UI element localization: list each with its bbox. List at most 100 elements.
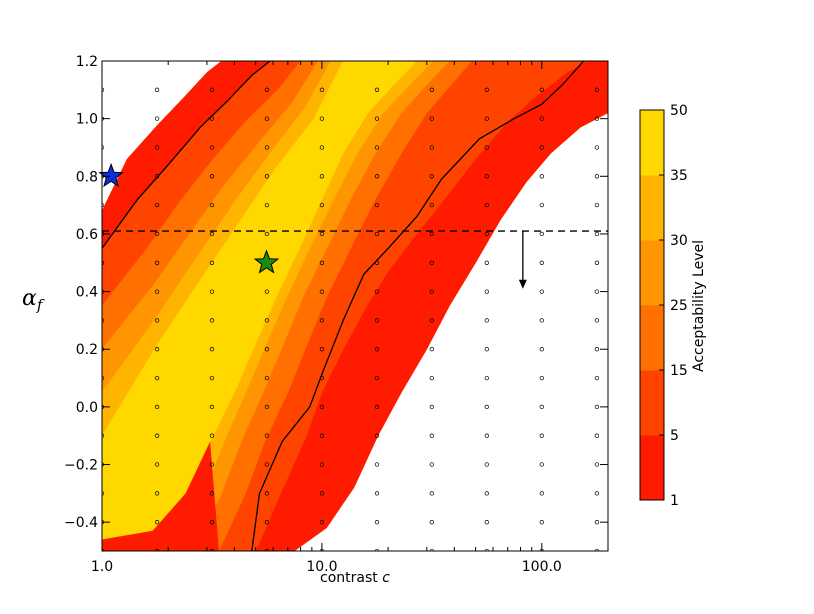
grid-dot (484, 202, 489, 208)
grid-dot (154, 520, 160, 525)
grid-dot (594, 318, 600, 323)
grid-dot (484, 347, 489, 352)
grid-dot (319, 404, 325, 410)
grid-dot (264, 404, 270, 410)
grid-dot (594, 347, 600, 352)
grid-dot (484, 289, 489, 294)
grid-dot (429, 520, 434, 525)
grid-dot (429, 87, 434, 92)
star-marker-2 (253, 249, 280, 274)
colorbar-segment (640, 305, 664, 371)
grid-dot (264, 520, 270, 525)
grid-dot (209, 289, 215, 294)
grid-dot (539, 433, 544, 438)
grid-dot (484, 433, 489, 438)
arrow-head (518, 279, 527, 289)
colorbar-label: Acceptability Level (691, 240, 707, 372)
grid-dot (154, 289, 160, 294)
grid-dot (209, 433, 215, 438)
contour-lines (102, 61, 585, 551)
grid-dot (154, 375, 160, 381)
grid-dot (429, 375, 434, 381)
grid-dot (429, 289, 434, 294)
colorbar-tick-label: 50 (670, 103, 688, 119)
grid-dot (429, 231, 434, 237)
grid-dot (429, 202, 434, 208)
plot-frame (101, 60, 609, 552)
grid-dot (374, 548, 380, 551)
grid-dot (102, 260, 105, 265)
grid-dot (319, 347, 325, 352)
grid-dot (429, 145, 434, 150)
x-tick-label: 10.0 (306, 559, 337, 575)
grid-dot (319, 116, 325, 121)
grid-dot (484, 318, 489, 323)
grid-dot (539, 375, 544, 381)
grid-dot (154, 87, 160, 92)
grid-dot (484, 145, 489, 150)
grid-dot (209, 548, 215, 551)
grid-dot (154, 318, 160, 323)
grid-dot (374, 87, 380, 92)
y-tick-label: 0.0 (76, 400, 98, 416)
y-tick-label: 0.8 (76, 169, 98, 185)
grid-dot (209, 347, 215, 352)
grid-dot (594, 202, 600, 208)
grid-dot (374, 318, 380, 323)
grid-dot (319, 260, 325, 265)
grid-dot (264, 433, 270, 438)
grid-dot (374, 404, 380, 410)
grid-dot (102, 375, 105, 381)
grid-dot (264, 318, 270, 323)
grid-dot (102, 202, 105, 208)
grid-dot (539, 520, 544, 525)
colorbar-segment (640, 110, 664, 176)
grid-dot (319, 462, 325, 467)
grid-dot (102, 433, 105, 438)
y-tick-label: 1.2 (76, 54, 98, 70)
grid-dot (319, 433, 325, 438)
grid-dot (264, 462, 270, 467)
grid-dot (429, 462, 434, 467)
contour-line-upper (102, 61, 271, 249)
axis-ticks: 1.0 10.0 100.0 1.2 1.0 0.8 0.6 0.4 0.2 0.0 −0.2 −0.… (64, 54, 609, 575)
grid-dot (539, 260, 544, 265)
grid-dot (319, 520, 325, 525)
grid-dot (154, 404, 160, 410)
y-tick-label: −0.4 (64, 515, 98, 531)
colorbar-tick-label: 35 (670, 168, 688, 184)
grid-dot (154, 433, 160, 438)
grid-dot (539, 318, 544, 323)
y-tick-label: −0.2 (64, 458, 98, 474)
colorbar-tick-label: 1 (670, 493, 679, 509)
grid-dot (264, 202, 270, 208)
grid-dot (154, 116, 160, 121)
grid-dot (102, 87, 105, 92)
grid-dot (264, 548, 270, 551)
grid-dot (319, 491, 325, 496)
grid-dot (209, 404, 215, 410)
grid-dot (594, 231, 600, 237)
grid-dot (154, 145, 160, 150)
grid-dot (539, 289, 544, 294)
grid-dot (154, 548, 160, 551)
grid-dot (594, 375, 600, 381)
grid-dot (594, 433, 600, 438)
grid-dot (539, 404, 544, 410)
y-tick-label: 0.2 (76, 342, 98, 358)
grid-dot (154, 462, 160, 467)
grid-dot (539, 116, 544, 121)
grid-dot (594, 260, 600, 265)
grid-dot (594, 174, 600, 179)
y-tick-label: 1.0 (76, 112, 98, 128)
grid-dot (374, 174, 380, 179)
grid-dot (209, 87, 215, 92)
grid-dot (484, 491, 489, 496)
grid-dot (209, 174, 215, 179)
grid-dot (539, 347, 544, 352)
grid-dot (264, 375, 270, 381)
grid-dot (539, 491, 544, 496)
grid-dot (209, 202, 215, 208)
x-tick-label: 100.0 (522, 559, 562, 575)
